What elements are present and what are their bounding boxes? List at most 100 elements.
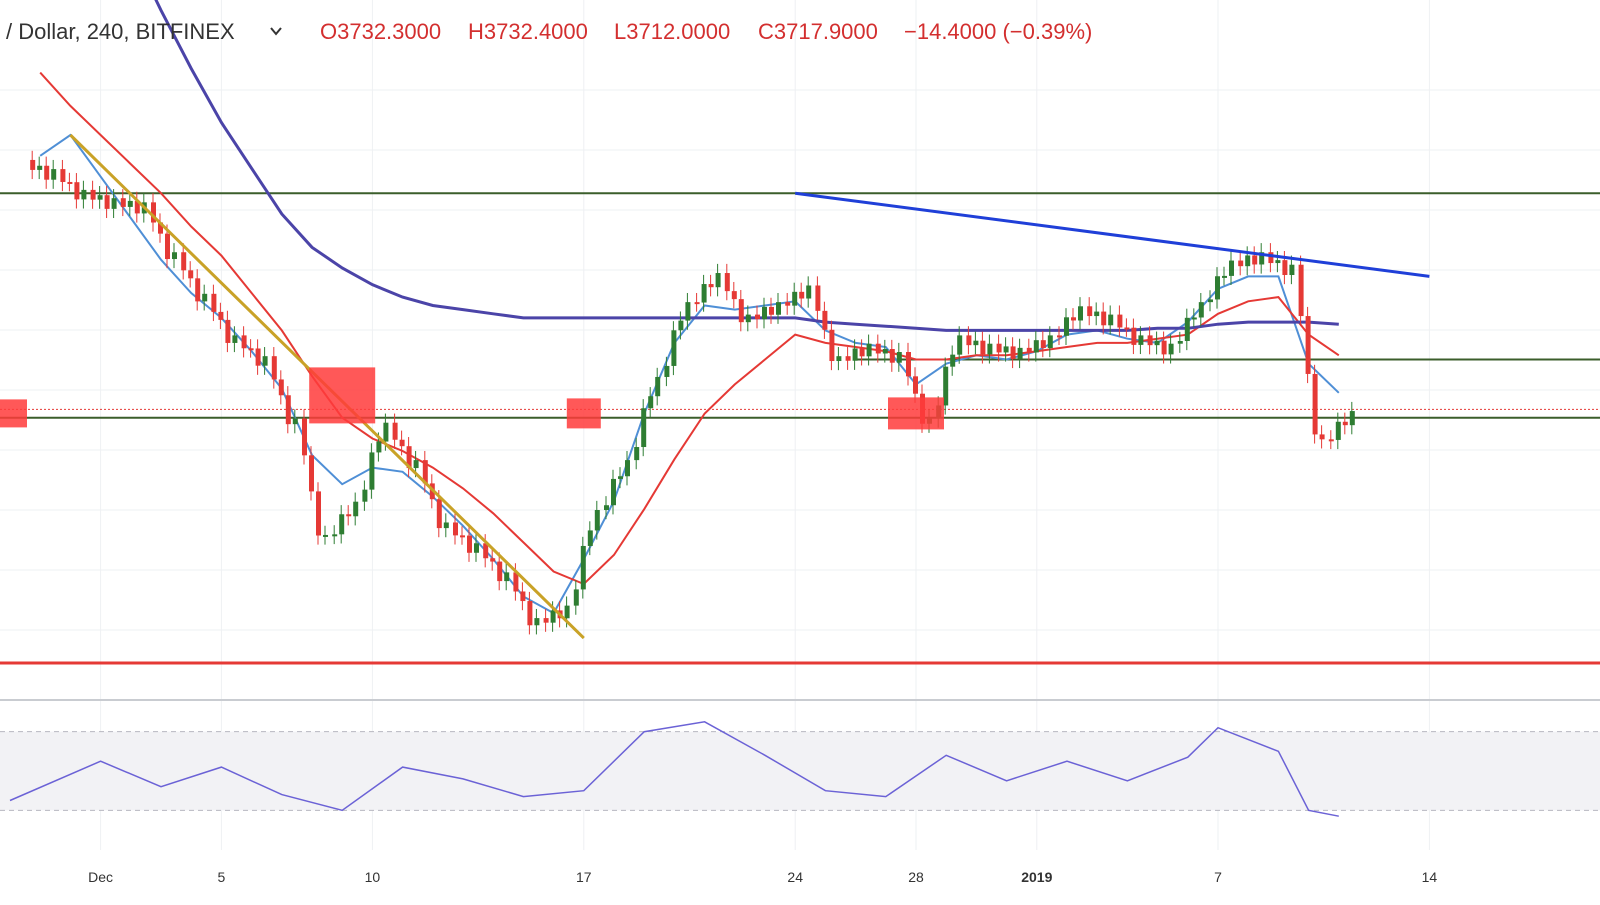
candle-body	[671, 330, 677, 366]
candle-body	[1161, 340, 1167, 355]
candle-body	[332, 534, 338, 537]
highlight-zone[interactable]	[309, 367, 376, 424]
candle-body	[1298, 264, 1304, 317]
candle-body	[534, 618, 540, 626]
candle-body	[836, 356, 842, 362]
candle-body	[1154, 340, 1160, 346]
candle-body	[1064, 317, 1069, 336]
highlight-zone[interactable]	[0, 399, 27, 428]
candle-body	[302, 418, 307, 456]
candle-body	[822, 310, 828, 330]
candle-body	[762, 306, 767, 320]
candle-body	[1238, 260, 1244, 267]
candle-body	[271, 356, 277, 380]
candle-body	[1101, 311, 1107, 326]
candle-body	[604, 505, 609, 511]
candle-body	[641, 408, 647, 448]
candle-body	[769, 306, 774, 315]
candle-body	[745, 314, 751, 323]
candle-body	[474, 543, 479, 553]
candle-body	[550, 610, 556, 623]
candle-body	[889, 349, 895, 363]
candle-body	[1057, 335, 1062, 338]
upper-trendline[interactable]	[795, 191, 1430, 278]
candle-body	[966, 335, 972, 346]
highlight-zone[interactable]	[888, 397, 944, 430]
candle-body	[1147, 335, 1153, 346]
candle-body	[1033, 340, 1039, 353]
candle-body	[1047, 335, 1053, 349]
candle-body	[724, 273, 730, 292]
candle-body	[369, 452, 375, 490]
candle-body	[278, 379, 284, 396]
candle-body	[799, 291, 805, 299]
candle-body	[913, 376, 918, 394]
candle-body	[158, 222, 163, 234]
x-tick-label: 7	[1214, 869, 1222, 885]
highlight-zone[interactable]	[566, 398, 601, 429]
candle-body	[701, 284, 707, 303]
candle-body	[1010, 346, 1016, 359]
candle-body	[882, 349, 888, 354]
x-tick-label: 10	[365, 869, 381, 885]
candle-body	[625, 460, 630, 477]
x-tick-label: 2019	[1021, 869, 1052, 885]
candle-body	[1222, 275, 1227, 278]
candle-body	[1108, 314, 1114, 326]
candle-body	[708, 284, 714, 288]
candle-body	[580, 545, 586, 590]
candle-body	[1026, 347, 1032, 353]
candle-body	[611, 478, 616, 506]
candle-body	[467, 535, 472, 553]
candle-body	[573, 589, 579, 606]
x-tick-label: 14	[1422, 869, 1438, 885]
candle-body	[67, 181, 73, 184]
candle-body	[1349, 411, 1355, 426]
candle-body	[1215, 276, 1220, 300]
candle-body	[1131, 327, 1137, 345]
candle-body	[127, 200, 133, 207]
candle-body	[755, 314, 760, 320]
candle-body	[255, 348, 261, 366]
ema-slow-line	[39, 71, 1340, 586]
candle-body	[1275, 260, 1281, 264]
candle-body	[225, 319, 231, 343]
candle-body	[323, 534, 328, 537]
candle-body	[309, 455, 314, 492]
candle-body	[520, 591, 526, 602]
candle-body	[1078, 306, 1083, 321]
candle-body	[97, 195, 103, 200]
candle-body	[44, 165, 50, 180]
candle-body	[248, 348, 254, 351]
symbol-label[interactable]: / Dollar, 240, BITFINEX	[6, 19, 235, 44]
candle-body	[1184, 317, 1190, 342]
candle-body	[1071, 317, 1076, 321]
x-tick-label: 5	[218, 869, 226, 885]
ohlc-open: O3732.3000	[320, 19, 441, 44]
candle-body	[165, 233, 170, 260]
candle-body	[815, 285, 821, 311]
candle-body	[483, 543, 489, 559]
candle-body	[1289, 264, 1295, 276]
ohlc-close: C3717.9000	[758, 19, 878, 44]
candle-body	[60, 169, 66, 182]
candle-body	[262, 356, 268, 366]
candle-body	[241, 335, 247, 349]
candle-body	[74, 182, 80, 200]
candle-body	[1003, 346, 1009, 353]
candle-body	[383, 422, 389, 442]
candle-body	[346, 514, 352, 517]
candle-body	[1268, 252, 1274, 264]
candle-body	[211, 293, 217, 312]
candle-body	[1312, 373, 1318, 435]
candle-body	[292, 418, 298, 425]
candle-body	[543, 618, 549, 623]
candle-body	[1319, 434, 1325, 440]
candle-body	[504, 572, 510, 582]
candle-body	[232, 335, 238, 343]
candle-body	[634, 447, 640, 461]
candle-body	[950, 354, 956, 367]
chevron-down-icon[interactable]	[270, 27, 282, 36]
